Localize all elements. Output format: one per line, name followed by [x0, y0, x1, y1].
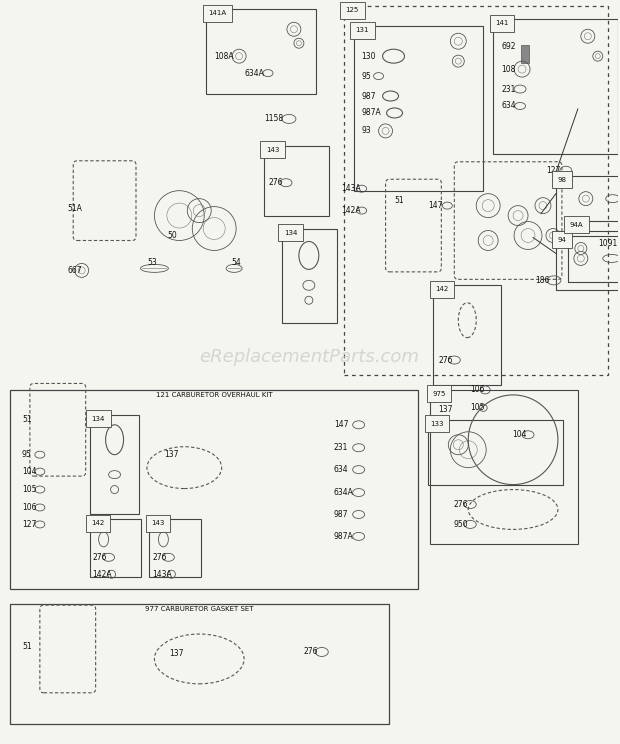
- Text: 276: 276: [438, 356, 453, 365]
- Bar: [10, 390, 419, 589]
- Text: 231: 231: [501, 85, 515, 94]
- Text: 95: 95: [361, 71, 371, 80]
- Text: 95: 95: [22, 450, 32, 459]
- Text: 1091: 1091: [598, 239, 617, 248]
- Text: 692: 692: [501, 42, 516, 51]
- Text: 987: 987: [334, 510, 348, 519]
- Text: 121 CARBURETOR OVERHAUL KIT: 121 CARBURETOR OVERHAUL KIT: [156, 392, 273, 398]
- Bar: [433, 285, 501, 385]
- Bar: [430, 390, 578, 545]
- Text: 143A: 143A: [153, 570, 172, 579]
- Text: 143: 143: [151, 521, 165, 527]
- Text: 98: 98: [558, 177, 567, 183]
- Text: 51: 51: [22, 415, 32, 424]
- Text: 106: 106: [22, 503, 37, 512]
- Text: 142A: 142A: [341, 206, 360, 215]
- Text: 141: 141: [495, 20, 508, 26]
- Text: 231: 231: [334, 443, 348, 452]
- Bar: [10, 604, 389, 724]
- Text: 51: 51: [22, 643, 32, 652]
- Bar: [90, 415, 140, 514]
- Text: 975: 975: [432, 391, 446, 397]
- Text: eReplacementParts.com: eReplacementParts.com: [199, 348, 418, 366]
- Text: 130: 130: [361, 51, 376, 61]
- Text: 977 CARBURETOR GASKET SET: 977 CARBURETOR GASKET SET: [145, 606, 254, 612]
- Text: 276: 276: [269, 179, 283, 187]
- Text: 50: 50: [167, 231, 177, 240]
- Bar: [493, 19, 618, 154]
- Bar: [206, 10, 316, 94]
- Text: 106: 106: [470, 385, 485, 394]
- Text: 276: 276: [153, 553, 167, 562]
- Text: 94A: 94A: [570, 222, 583, 228]
- Text: 51A: 51A: [68, 204, 82, 213]
- Text: 142: 142: [92, 521, 105, 527]
- Text: 51: 51: [394, 196, 404, 205]
- Text: 94: 94: [558, 237, 567, 243]
- Text: 142A: 142A: [92, 570, 112, 579]
- Bar: [90, 519, 141, 577]
- Bar: [264, 146, 329, 216]
- Text: 1158: 1158: [264, 115, 283, 124]
- Bar: [556, 236, 620, 290]
- Bar: [353, 26, 483, 190]
- Text: 950: 950: [453, 520, 468, 529]
- Text: 134: 134: [284, 230, 298, 236]
- Text: 186: 186: [535, 276, 549, 285]
- Bar: [149, 519, 202, 577]
- Text: 987A: 987A: [361, 109, 381, 118]
- Text: 276: 276: [92, 553, 107, 562]
- Text: 108A: 108A: [214, 51, 234, 61]
- Text: 54: 54: [231, 258, 241, 267]
- Text: 987A: 987A: [334, 532, 353, 541]
- Text: 987: 987: [361, 92, 376, 100]
- Bar: [568, 220, 620, 282]
- Text: 143: 143: [266, 147, 280, 153]
- Text: 634A: 634A: [334, 488, 353, 497]
- Text: 142: 142: [435, 286, 449, 292]
- Text: 133: 133: [430, 421, 444, 427]
- Bar: [343, 7, 608, 375]
- Text: 634: 634: [334, 465, 348, 474]
- Text: 634: 634: [501, 101, 516, 111]
- Text: 634A: 634A: [244, 68, 264, 77]
- Text: 131: 131: [356, 28, 369, 33]
- Bar: [428, 420, 563, 484]
- Text: 141A: 141A: [208, 10, 226, 16]
- Bar: [282, 228, 337, 323]
- Text: 105: 105: [22, 485, 37, 494]
- Text: 108: 108: [501, 65, 515, 74]
- Bar: [556, 176, 620, 231]
- Text: 127: 127: [22, 520, 37, 529]
- Text: 137: 137: [169, 650, 184, 658]
- Text: 127: 127: [546, 166, 560, 176]
- Text: 147: 147: [334, 420, 348, 429]
- Text: 134: 134: [92, 416, 105, 422]
- Text: 276: 276: [453, 500, 468, 509]
- Text: 104: 104: [512, 430, 526, 439]
- Text: 137: 137: [438, 405, 453, 414]
- Text: 147: 147: [428, 201, 443, 210]
- Bar: [521, 45, 529, 63]
- Text: 93: 93: [361, 126, 371, 135]
- Text: 143A: 143A: [341, 185, 360, 193]
- Text: 53: 53: [148, 258, 157, 267]
- Text: 125: 125: [346, 7, 359, 13]
- Text: 104: 104: [22, 467, 37, 476]
- Text: 137: 137: [164, 450, 179, 459]
- Text: 105: 105: [470, 403, 485, 412]
- Text: 667: 667: [68, 266, 82, 275]
- Text: 276: 276: [304, 647, 318, 656]
